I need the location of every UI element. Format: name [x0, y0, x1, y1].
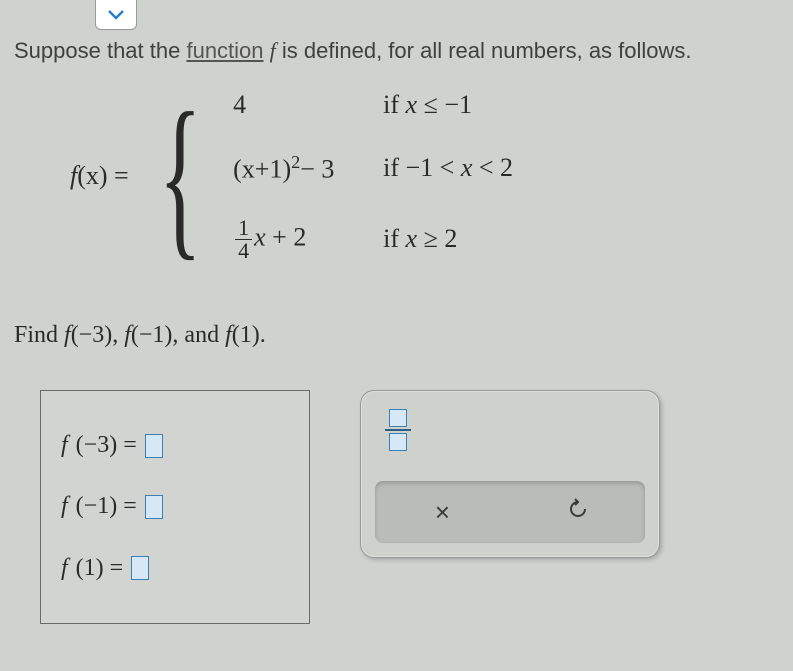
reset-button[interactable]	[558, 496, 598, 529]
answer-row-2: f (−1) =	[61, 493, 289, 520]
expr-exp: 2	[291, 152, 300, 172]
find-mid: , and	[172, 322, 225, 348]
answer-input-3[interactable]	[131, 556, 149, 580]
case-cond-1: if x ≤ −1	[383, 90, 553, 120]
expr-tail: − 3	[300, 155, 334, 184]
answer-input-1[interactable]	[145, 434, 163, 458]
find-a1: (−3),	[71, 322, 125, 348]
answer-f: f	[61, 432, 68, 459]
case-expr-2: (x+1)2− 3	[233, 152, 383, 185]
prompt-prefix: Suppose that the	[14, 38, 186, 63]
dropdown-toggle[interactable]	[95, 0, 137, 30]
find-f2: f	[124, 322, 131, 348]
find-f1: f	[64, 322, 71, 348]
frac-top-box	[389, 409, 407, 427]
prompt-suffix: is defined, for all real numbers, as fol…	[276, 38, 692, 63]
frac-line	[385, 429, 411, 431]
fraction-tool[interactable]	[385, 409, 411, 451]
answer-arg: (−1) =	[76, 493, 137, 520]
prompt-underlined[interactable]: function	[186, 38, 263, 63]
find-instruction: Find f(−3), f(−1), and f(1).	[14, 322, 266, 349]
frac-den: 4	[235, 240, 252, 262]
tool-panel: ×	[360, 390, 660, 558]
find-a2: (−1)	[131, 322, 173, 348]
find-a3: (1).	[232, 322, 266, 348]
clear-button[interactable]: ×	[423, 497, 463, 528]
reset-icon	[565, 496, 591, 522]
answer-f: f	[61, 555, 68, 582]
fraction: 1 4	[235, 217, 252, 262]
case-row: 1 4 x + 2 if x ≥ 2	[233, 217, 553, 262]
answer-row-1: f (−3) =	[61, 432, 289, 459]
case-row: 4 if x ≤ −1	[233, 90, 553, 120]
case-row: (x+1)2− 3 if −1 < x < 2	[233, 152, 553, 185]
case-cond-3: if x ≥ 2	[383, 224, 553, 254]
chevron-down-icon	[107, 9, 125, 21]
problem-prompt: Suppose that the function f is defined, …	[14, 38, 692, 64]
cases-container: 4 if x ≤ −1 (x+1)2− 3 if −1 < x < 2 1 4 …	[233, 90, 553, 262]
answer-panel: f (−3) = f (−1) = f (1) =	[40, 390, 310, 624]
answer-arg: (1) =	[76, 555, 124, 582]
left-brace: {	[158, 99, 201, 252]
answer-arg: (−3) =	[76, 432, 137, 459]
answer-f: f	[61, 493, 68, 520]
find-prefix: Find	[14, 322, 64, 348]
answer-row-3: f (1) =	[61, 555, 289, 582]
fx-lhs: f(x) =	[70, 161, 129, 191]
tool-button-bar: ×	[375, 481, 645, 543]
frac-bottom-box	[389, 433, 407, 451]
piecewise-function: f(x) = { 4 if x ≤ −1 (x+1)2− 3 if −1 < x…	[70, 90, 553, 262]
frac-num: 1	[235, 217, 252, 240]
find-f3: f	[225, 322, 232, 348]
case-cond-2: if −1 < x < 2	[383, 153, 553, 183]
answer-input-2[interactable]	[145, 495, 163, 519]
case-expr-3: 1 4 x + 2	[233, 217, 383, 262]
case-expr-1: 4	[233, 90, 383, 120]
expr-base: (x+1)	[233, 155, 291, 184]
lhs-paren: (x) =	[77, 161, 128, 190]
